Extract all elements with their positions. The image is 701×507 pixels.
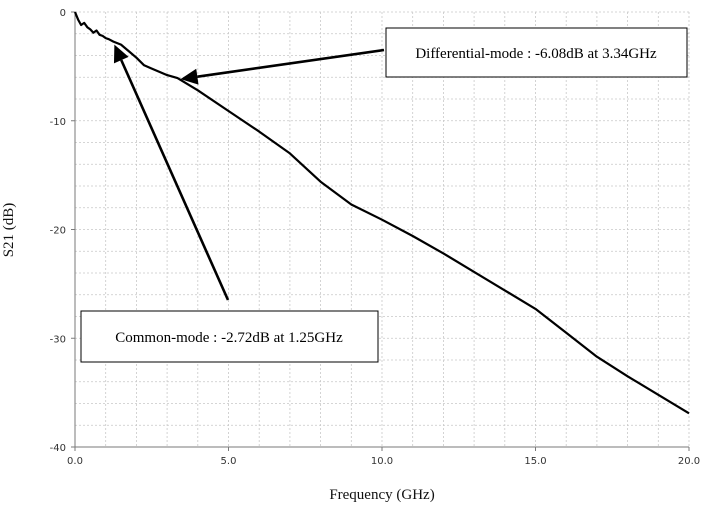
x-tick-label: 15.0 — [524, 456, 546, 467]
x-tick-label: 20.0 — [678, 456, 700, 467]
y-tick-label: -20 — [50, 226, 66, 237]
y-axis-title: S21 (dB) — [1, 203, 17, 258]
common-annotation-text: Common-mode : -2.72dB at 1.25GHz — [115, 330, 343, 346]
x-tick-label: 10.0 — [371, 456, 393, 467]
differential-annotation-arrow-shaft — [197, 48, 385, 78]
y-tick-label: -40 — [50, 443, 66, 454]
x-tick-label: 5.0 — [221, 456, 237, 467]
x-tick-label: 0.0 — [67, 456, 83, 467]
s21-series-line — [73, 11, 690, 415]
gridlines — [75, 11, 690, 447]
series-layer — [73, 11, 690, 415]
differential-annotation-box — [385, 27, 688, 78]
differential-annotation-text: Differential-mode : -6.08dB at 3.34GHz — [415, 46, 657, 62]
differential-annotation-arrow-head — [180, 68, 199, 85]
common-annotation-arrow-head — [113, 44, 129, 64]
common-annotation-box — [80, 310, 379, 363]
y-tick-label: -30 — [50, 334, 66, 345]
x-axis-title: Frequency (GHz) — [329, 487, 434, 503]
tick-labels: 0.0 5.0 10.0 15.0 20.0 0 -10 -20 -30 -40 — [50, 8, 700, 467]
y-tick-label: 0 — [60, 8, 66, 19]
y-tick-label: -10 — [50, 117, 66, 128]
annotations: Differential-mode : -6.08dB at 3.34GHz C… — [80, 27, 688, 363]
common-annotation-arrow-shaft — [120, 59, 230, 301]
axes — [71, 11, 690, 451]
